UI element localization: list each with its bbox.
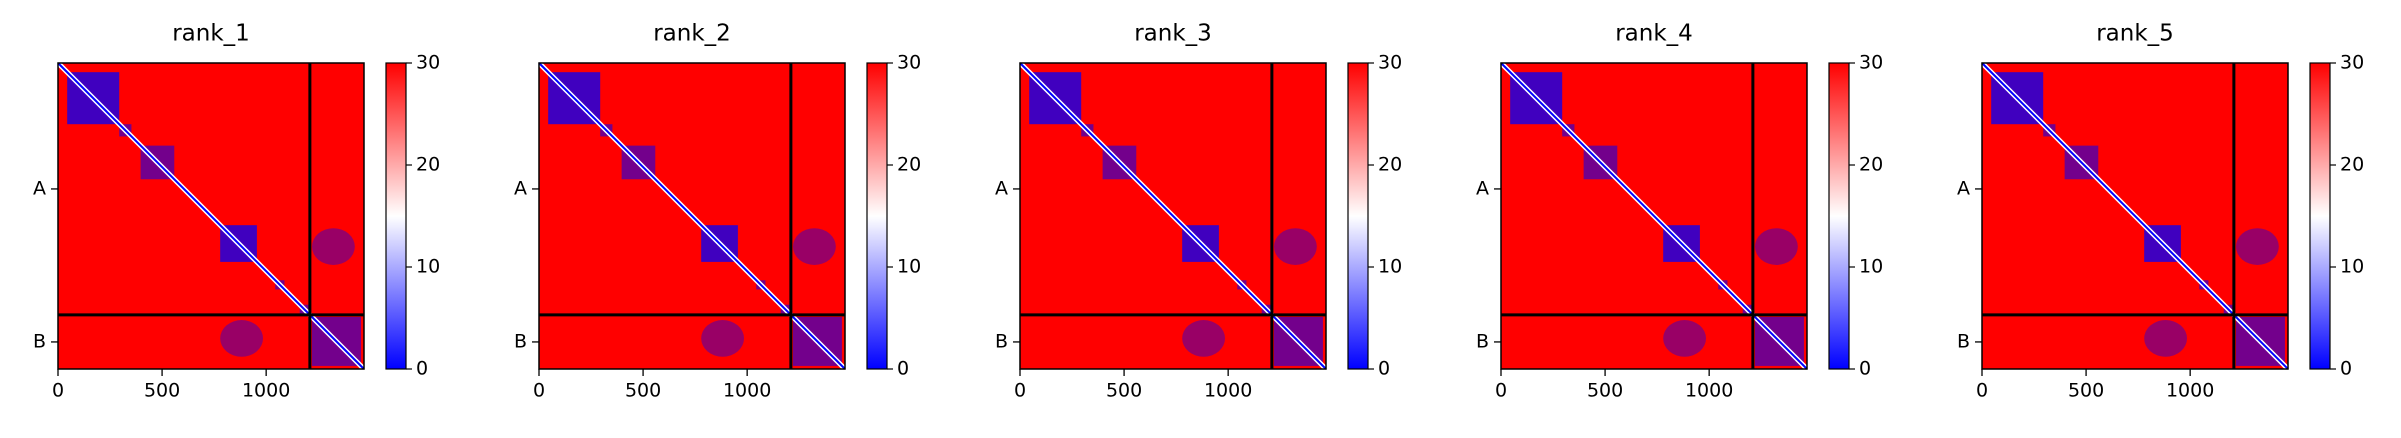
y-tick-label: B — [995, 330, 1008, 352]
heatmap-diagonal-core — [57, 62, 365, 370]
x-tick-label: 0 — [1976, 380, 1988, 402]
colorbar-tick-label: 30 — [1378, 52, 1402, 74]
heatmap-blob — [701, 320, 745, 357]
y-tick-label: B — [514, 330, 527, 352]
y-tick-label: B — [1476, 330, 1489, 352]
axes-frame — [538, 62, 846, 370]
axes-frame — [1019, 62, 1327, 370]
x-tick-label: 500 — [625, 380, 661, 402]
colorbar-tick-label: 30 — [2340, 52, 2364, 74]
axes-frame — [1981, 62, 2289, 370]
colorbar-tick-label: 0 — [416, 358, 428, 380]
heatmap — [56, 61, 366, 371]
colorbar-tick-label: 30 — [1859, 52, 1883, 74]
colorbar-tick-label: 0 — [1859, 358, 1871, 380]
panel: rank_5 0 500 1000 A B 0 10 20 30 — [1957, 21, 2364, 402]
y-tick-label: A — [514, 177, 527, 199]
heatmap-blob — [1754, 228, 1798, 265]
x-tick-label: 0 — [1014, 380, 1026, 402]
x-tick-label: 0 — [1495, 380, 1507, 402]
y-tick-label: A — [1957, 177, 1970, 199]
panel-title: rank_1 — [172, 21, 250, 47]
panel-title: rank_3 — [1134, 21, 1212, 47]
axes-frame — [57, 62, 365, 370]
heatmap-blob — [220, 320, 264, 357]
heatmap — [1018, 61, 1328, 371]
x-tick-label: 500 — [2068, 380, 2104, 402]
heatmap — [1499, 61, 1809, 371]
x-tick-label: 1000 — [242, 380, 290, 402]
colorbar-tick-label: 0 — [2340, 358, 2352, 380]
colorbar-tick-label: 10 — [897, 256, 921, 278]
colorbar — [385, 62, 407, 370]
x-tick-label: 0 — [52, 380, 64, 402]
x-tick-label: 1000 — [1204, 380, 1252, 402]
heatmap-blob — [1663, 320, 1707, 357]
y-tick-label: A — [33, 177, 46, 199]
x-tick-label: 0 — [533, 380, 545, 402]
colorbar — [866, 62, 888, 370]
axes-frame — [1500, 62, 1808, 370]
colorbar-tick-label: 10 — [1859, 256, 1883, 278]
panel-title: rank_5 — [2096, 21, 2174, 47]
colorbar-tick-label: 20 — [416, 154, 440, 176]
heatmap-diagonal-core — [1019, 62, 1327, 370]
panel: rank_3 0 500 1000 A B 0 10 20 30 — [995, 21, 1402, 402]
colorbar-tick-label: 20 — [1859, 154, 1883, 176]
y-tick-label: A — [1476, 177, 1489, 199]
y-tick-label: A — [995, 177, 1008, 199]
x-tick-label: 500 — [144, 380, 180, 402]
panel: rank_2 0 500 1000 A B 0 10 20 30 — [514, 21, 921, 402]
heatmap-diagonal-core — [1981, 62, 2289, 370]
colorbar-tick-label: 20 — [2340, 154, 2364, 176]
heatmap — [1980, 61, 2290, 371]
colorbar-tick-label: 0 — [1378, 358, 1390, 380]
x-tick-label: 1000 — [723, 380, 771, 402]
heatmap-blob — [311, 228, 355, 265]
x-tick-label: 500 — [1106, 380, 1142, 402]
colorbar-tick-label: 30 — [416, 52, 440, 74]
heatmap-diagonal-core — [1500, 62, 1808, 370]
colorbar-tick-label: 10 — [416, 256, 440, 278]
colorbar — [2309, 62, 2331, 370]
heatmap — [537, 61, 847, 371]
colorbar-tick-label: 20 — [1378, 154, 1402, 176]
colorbar-tick-label: 20 — [897, 154, 921, 176]
heatmap-blob — [792, 228, 836, 265]
y-tick-label: B — [33, 330, 46, 352]
colorbar-tick-label: 10 — [2340, 256, 2364, 278]
heatmap-blob — [1273, 228, 1317, 265]
x-tick-label: 1000 — [1685, 380, 1733, 402]
colorbar-tick-label: 0 — [897, 358, 909, 380]
heatmap-blob — [2235, 228, 2279, 265]
colorbar-tick-label: 10 — [1378, 256, 1402, 278]
y-tick-label: B — [1957, 330, 1970, 352]
x-tick-label: 1000 — [2166, 380, 2214, 402]
colorbar — [1347, 62, 1369, 370]
heatmap-blob — [2144, 320, 2188, 357]
colorbar — [1828, 62, 1850, 370]
x-tick-label: 500 — [1587, 380, 1623, 402]
heatmap-diagonal-core — [538, 62, 846, 370]
panel-title: rank_4 — [1615, 21, 1693, 47]
heatmap-blob — [1182, 320, 1226, 357]
panel-title: rank_2 — [653, 21, 731, 47]
panel: rank_4 0 500 1000 A B 0 10 20 30 — [1476, 21, 1883, 402]
panel: rank_1 0 500 1000 A B 0 10 20 30 — [33, 21, 440, 402]
colorbar-tick-label: 30 — [897, 52, 921, 74]
